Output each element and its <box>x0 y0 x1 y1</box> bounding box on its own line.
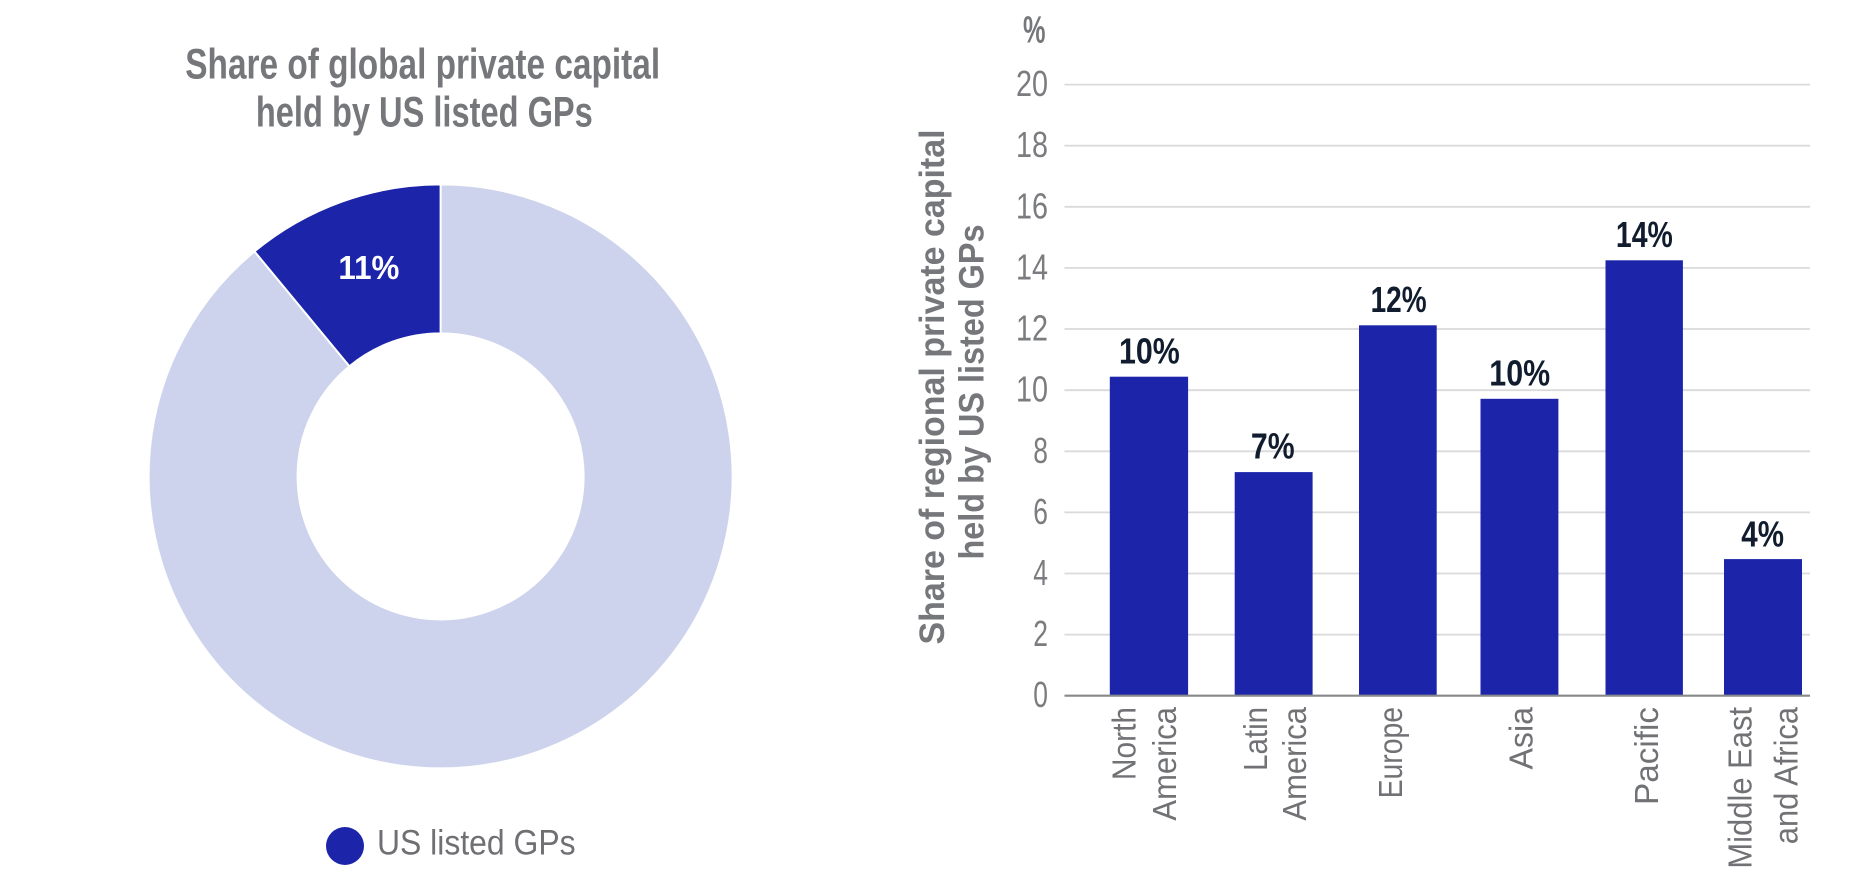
svg-text:14: 14 <box>1016 246 1048 287</box>
svg-text:North: North <box>1105 707 1142 780</box>
svg-text:8: 8 <box>1033 430 1048 471</box>
svg-text:16: 16 <box>1016 185 1048 226</box>
svg-text:0: 0 <box>1033 674 1048 715</box>
svg-text:Latin: Latin <box>1237 707 1274 771</box>
svg-text:6: 6 <box>1033 491 1048 532</box>
svg-text:Share of global private capita: Share of global private capital <box>185 41 660 89</box>
svg-text:10%: 10% <box>1489 352 1550 393</box>
svg-text:US listed GPs: US listed GPs <box>377 824 576 863</box>
svg-text:%: % <box>1023 10 1046 52</box>
svg-text:14%: 14% <box>1616 214 1673 255</box>
svg-text:America: America <box>1146 706 1183 820</box>
svg-text:held by US listed GPs: held by US listed GPs <box>256 89 593 137</box>
svg-text:Middle East: Middle East <box>1722 707 1759 869</box>
svg-text:Share of regional private capi: Share of regional private capital <box>913 130 952 645</box>
svg-text:7%: 7% <box>1251 426 1295 467</box>
svg-text:4: 4 <box>1033 552 1048 593</box>
svg-text:12%: 12% <box>1371 279 1427 320</box>
svg-text:2: 2 <box>1033 613 1048 654</box>
svg-text:and Africa: and Africa <box>1768 706 1805 844</box>
svg-text:10%: 10% <box>1119 330 1180 371</box>
svg-text:America: America <box>1276 706 1313 820</box>
svg-text:10: 10 <box>1016 369 1048 410</box>
svg-text:20: 20 <box>1016 63 1048 104</box>
svg-text:held by US listed GPs: held by US listed GPs <box>952 224 991 559</box>
svg-text:4%: 4% <box>1741 514 1784 555</box>
svg-text:18: 18 <box>1016 124 1048 165</box>
svg-text:Asia: Asia <box>1502 706 1539 769</box>
svg-text:12: 12 <box>1016 308 1048 349</box>
svg-text:11%: 11% <box>338 249 399 286</box>
svg-text:Pacific: Pacific <box>1628 707 1665 805</box>
svg-text:Europe: Europe <box>1372 707 1409 798</box>
